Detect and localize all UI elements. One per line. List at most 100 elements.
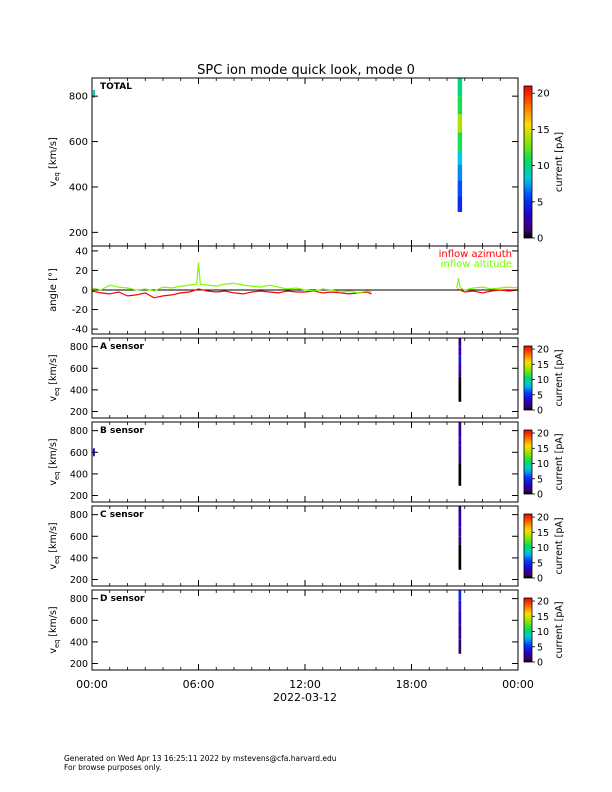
- y-tick-label: 20: [75, 266, 88, 277]
- panel-frame: [91, 421, 519, 503]
- colorbar-tick-label: 5: [537, 197, 543, 208]
- y-tick-label: 600: [69, 137, 88, 148]
- colorbar: [523, 85, 533, 239]
- heatmap-cell: [457, 196, 463, 212]
- heatmap-speck: [92, 89, 95, 98]
- panel-label: B sensor: [100, 426, 144, 436]
- chart-title: SPC ion mode quick look, mode 0: [197, 63, 415, 78]
- y-axis-label: veq [km/s]: [48, 137, 61, 187]
- panel-5: C sensor 0 5 10 15 20 current [pA] 200 400 600 800…: [48, 505, 565, 587]
- y-tick-label: 800: [70, 342, 88, 353]
- panel-6: D sensor 0 5 10 15 20 current [pA] 200 400 600 800…: [48, 589, 565, 671]
- x-tick-label: 00:00: [76, 678, 108, 691]
- heatmap-cell: [458, 363, 462, 371]
- x-tick-label: 12:00: [289, 678, 321, 691]
- y-tick-label: 400: [70, 553, 88, 564]
- footer-browse: For browse purposes only.: [64, 763, 162, 772]
- colorbar-tick-label: 10: [537, 627, 549, 638]
- heatmap-cell: [457, 164, 463, 181]
- colorbar-tick-label: 15: [537, 360, 549, 371]
- panel-1: TOTAL 0 5 10 15 20 current [pA] 200 400 600 800 veq…: [48, 77, 565, 247]
- heatmap-cell: [458, 639, 462, 654]
- heatmap-cell: [458, 527, 462, 537]
- heatmap-cell: [458, 518, 462, 528]
- y-tick-label: 0: [82, 286, 88, 297]
- y-tick-label: 400: [70, 637, 88, 648]
- series-line-azimuth: [91, 288, 372, 299]
- heatmap-cell: [458, 600, 462, 612]
- panel-frame: [91, 589, 519, 671]
- x-tick-label: 18:00: [396, 678, 428, 691]
- panel-label: TOTAL: [100, 82, 132, 92]
- heatmap-cell: [457, 150, 463, 165]
- y-tick-label: 400: [69, 182, 88, 193]
- y-tick-label: 800: [69, 92, 88, 103]
- colorbar: [523, 513, 533, 579]
- panel-label: C sensor: [100, 510, 144, 520]
- legend-altitude: inflow altitude: [441, 259, 512, 270]
- colorbar-tick-label: 5: [537, 474, 543, 485]
- panel-frame: [91, 337, 519, 419]
- colorbar-tick-label: 20: [537, 597, 549, 608]
- y-tick-label: 200: [69, 228, 88, 239]
- heatmap-cell: [458, 544, 462, 570]
- y-tick-label: 400: [70, 385, 88, 396]
- y-tick-label: 200: [70, 575, 88, 586]
- heatmap-cell: [457, 78, 463, 97]
- heatmap-cell: [458, 463, 462, 486]
- panel-label: A sensor: [100, 342, 145, 352]
- colorbar-tick-label: 0: [537, 406, 543, 417]
- y-tick-label: 600: [70, 616, 88, 627]
- colorbar-tick-label: 0: [537, 490, 543, 501]
- colorbar-tick-label: 5: [537, 390, 543, 401]
- heatmap-cell: [458, 454, 462, 464]
- y-axis-label: veq [km/s]: [48, 354, 61, 401]
- heatmap-cell: [458, 428, 462, 438]
- colorbar-tick-label: 20: [537, 345, 549, 356]
- heatmap-cell: [457, 132, 463, 151]
- y-tick-label: 600: [70, 364, 88, 375]
- heatmap-cell: [458, 624, 462, 640]
- y-axis-label: angle [°]: [48, 268, 59, 312]
- series-line-altitude: [91, 262, 372, 294]
- panel-label: D sensor: [100, 594, 145, 604]
- y-tick-label: -20: [72, 305, 88, 316]
- panel-frame: [91, 77, 519, 247]
- colorbar-tick-label: 0: [537, 234, 543, 245]
- colorbar-tick-label: 5: [537, 558, 543, 569]
- colorbar-tick-label: 10: [537, 375, 549, 386]
- y-tick-label: 200: [70, 491, 88, 502]
- footer-generated: Generated on Wed Apr 13 16:25:11 2022 by…: [64, 754, 337, 763]
- y-tick-label: 200: [70, 407, 88, 418]
- y-tick-label: 200: [70, 659, 88, 670]
- legend-azimuth: inflow azimuth: [439, 249, 512, 260]
- heatmap-cell: [457, 114, 463, 133]
- colorbar-tick-label: 10: [537, 161, 550, 172]
- heatmap-cell: [458, 445, 462, 455]
- y-tick-label: 800: [70, 510, 88, 521]
- colorbar-label: current [pA]: [554, 601, 565, 658]
- y-axis-label: veq [km/s]: [48, 606, 61, 653]
- series-line-azimuth: [457, 288, 519, 294]
- y-tick-label: 800: [70, 594, 88, 605]
- colorbar-tick-label: 0: [537, 658, 543, 669]
- heatmap-cell: [458, 376, 462, 402]
- x-date-label: 2022-03-12: [273, 691, 337, 704]
- colorbar-tick-label: 20: [537, 89, 550, 100]
- colorbar-label: current [pA]: [554, 349, 565, 406]
- colorbar-tick-label: 15: [537, 528, 549, 539]
- y-tick-label: 400: [70, 469, 88, 480]
- heatmap-cell: [457, 180, 463, 197]
- heatmap-cell: [458, 437, 462, 446]
- y-tick-label: 800: [70, 426, 88, 437]
- heatmap-cell: [458, 611, 462, 625]
- heatmap-cell: [458, 506, 462, 519]
- y-tick-label: -40: [72, 325, 88, 336]
- heatmap-cell: [458, 346, 462, 356]
- heatmap-cell: [458, 422, 462, 429]
- panel-4: B sensor 0 5 10 15 20 current [pA] 200 400 600 800…: [48, 421, 565, 503]
- colorbar: [523, 345, 533, 411]
- y-axis-label: veq [km/s]: [48, 438, 61, 485]
- heatmap-cell: [458, 370, 462, 377]
